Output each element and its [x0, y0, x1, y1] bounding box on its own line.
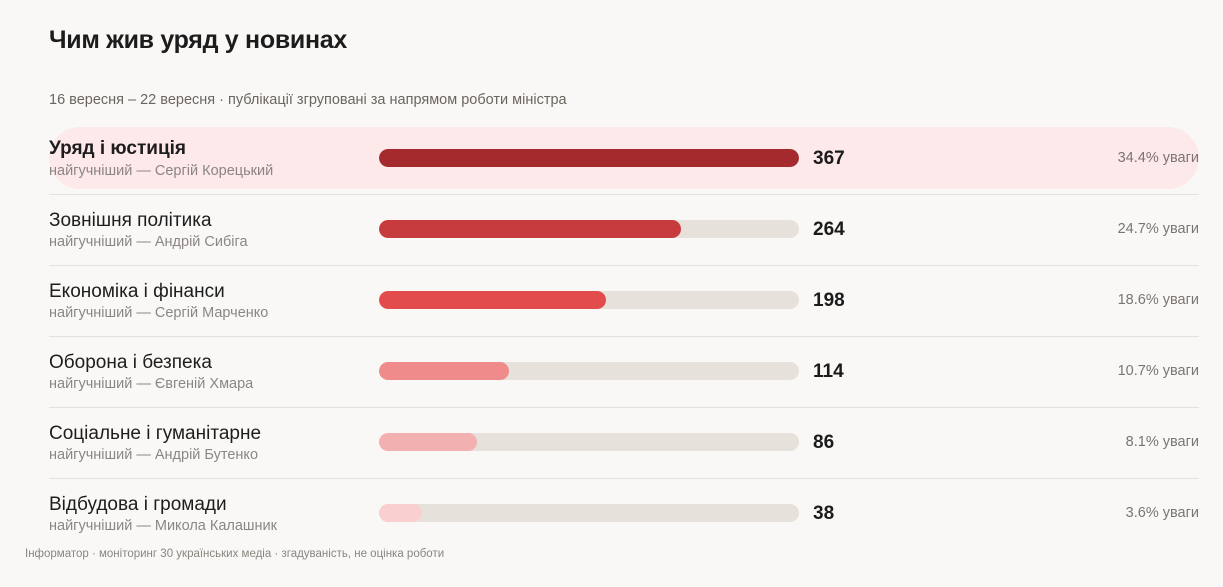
bar-track	[379, 362, 799, 380]
category-label: Уряд і юстиція	[49, 138, 187, 159]
share-label: 3.6% уваги	[1125, 505, 1199, 521]
data-label: 264	[813, 219, 845, 240]
chart-row: Відбудова і громади найгучніший — Микола …	[49, 479, 1199, 549]
bar-track	[379, 149, 799, 167]
data-label: 38	[813, 503, 835, 524]
share-label: 34.4% уваги	[1117, 150, 1199, 166]
chart-row: Уряд і юстиція найгучніший — Сергій Корец…	[49, 124, 1199, 195]
bar-track	[379, 220, 799, 238]
top-minister-label: найгучніший — Андрій Сибіга	[49, 234, 248, 250]
top-minister-label: найгучніший — Євгеній Хмара	[49, 376, 254, 392]
bar	[379, 362, 510, 380]
bar	[379, 504, 423, 522]
share-label: 24.7% уваги	[1117, 221, 1199, 237]
chart-row: Оборона і безпека найгучніший — Євгеній Х…	[49, 337, 1199, 408]
chart-title: Чим жив уряд у новинах	[49, 26, 347, 54]
chart-subtitle: 16 вересня – 22 вересня · публікації згр…	[49, 92, 567, 108]
data-label: 86	[813, 432, 835, 453]
category-label: Оборона і безпека	[49, 352, 212, 373]
category-label: Економіка і фінанси	[49, 281, 225, 302]
bar-track	[379, 504, 799, 522]
chart-row: Економіка і фінанси найгучніший — Сергій …	[49, 266, 1199, 337]
top-minister-label: найгучніший — Сергій Марченко	[49, 305, 269, 321]
chart-row: Зовнішня політика найгучніший — Андрій Си…	[49, 195, 1199, 266]
top-minister-label: найгучніший — Микола Калашник	[49, 518, 277, 534]
bar	[379, 291, 606, 309]
bar	[379, 149, 799, 167]
data-label: 367	[813, 148, 845, 169]
data-label: 198	[813, 290, 845, 311]
chart-row: Соціальне і гуманітарне найгучніший — Анд…	[49, 408, 1199, 479]
bar	[379, 220, 682, 238]
category-label: Соціальне і гуманітарне	[49, 423, 262, 444]
category-label: Зовнішня політика	[49, 210, 212, 231]
share-label: 10.7% уваги	[1117, 363, 1199, 379]
bar-track	[379, 291, 799, 309]
top-minister-label: найгучніший — Сергій Корецький	[49, 163, 274, 179]
bar-chart: Уряд і юстиція найгучніший — Сергій Корец…	[49, 124, 1199, 549]
data-label: 114	[813, 361, 844, 382]
bar	[379, 433, 478, 451]
category-label: Відбудова і громади	[49, 494, 227, 515]
bar-track	[379, 433, 799, 451]
share-label: 8.1% уваги	[1125, 434, 1199, 450]
top-minister-label: найгучніший — Андрій Бутенко	[49, 447, 259, 463]
source-footer: Інформатор · моніторинг 30 українських м…	[25, 548, 445, 560]
share-label: 18.6% уваги	[1117, 292, 1199, 308]
